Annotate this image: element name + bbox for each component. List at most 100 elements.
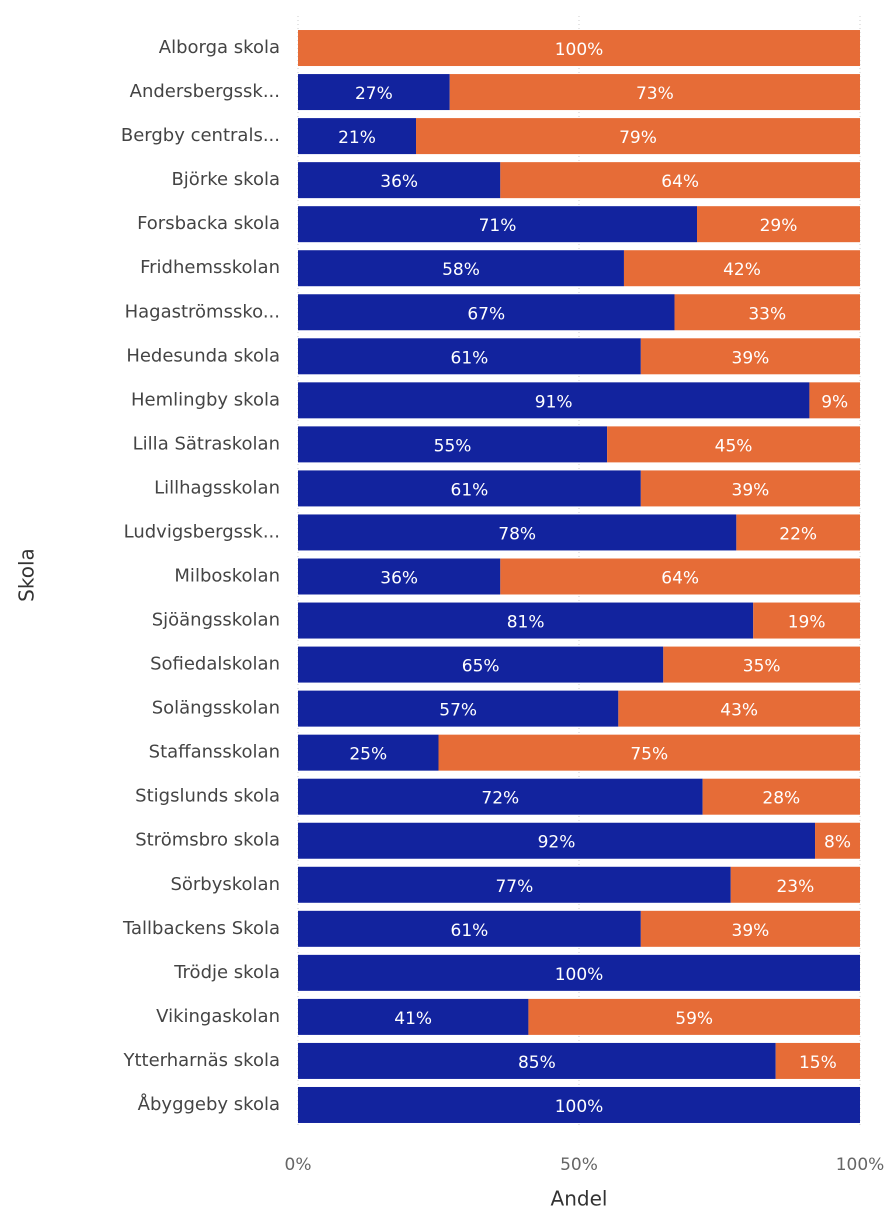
bar-segment <box>416 118 860 155</box>
bar-segment <box>298 426 608 463</box>
bar-segment <box>298 74 450 111</box>
data-label: 55% <box>434 436 472 456</box>
bar-segment <box>298 338 641 375</box>
y-tick-label: Sjöängsskolan <box>152 610 280 631</box>
data-label: 85% <box>518 1053 556 1073</box>
bar-segment <box>298 910 641 947</box>
bar-segment <box>618 690 860 727</box>
data-label: 28% <box>762 789 800 809</box>
bar-segment <box>298 954 860 991</box>
data-label: 100% <box>555 1097 604 1117</box>
bar-segment <box>298 294 675 331</box>
data-label: 36% <box>380 172 418 192</box>
bar-segment <box>663 646 860 683</box>
data-label: 73% <box>636 84 674 104</box>
data-label: 72% <box>481 789 519 809</box>
data-label: 39% <box>732 480 770 500</box>
y-tick-label: Fridhemsskolan <box>140 257 280 278</box>
data-label: 57% <box>439 701 477 721</box>
bar-segment <box>298 646 664 683</box>
y-tick-label: Solängsskolan <box>152 698 280 719</box>
data-label: 59% <box>675 1009 713 1029</box>
bar-segment <box>298 250 624 287</box>
bar-segment <box>298 734 439 771</box>
bar-segment <box>298 1042 776 1079</box>
bar-segment <box>298 162 501 199</box>
data-label: 61% <box>451 348 489 368</box>
data-label: 78% <box>498 524 536 544</box>
data-label: 22% <box>779 524 817 544</box>
x-tick-label: 0% <box>285 1155 312 1175</box>
data-label: 27% <box>355 84 393 104</box>
data-label: 64% <box>661 172 699 192</box>
bar-segment <box>298 30 860 67</box>
data-label: 71% <box>479 216 517 236</box>
data-label: 75% <box>630 745 668 765</box>
data-label: 64% <box>661 569 699 589</box>
y-tick-label: Hemlingby skola <box>131 389 280 410</box>
data-label: 79% <box>619 128 657 148</box>
data-label: 21% <box>338 128 376 148</box>
bar-segment <box>298 206 698 243</box>
y-tick-label: Åbyggeby skola <box>138 1093 280 1115</box>
bar-segment <box>500 558 860 595</box>
bar-segment <box>607 426 860 463</box>
data-label: 15% <box>799 1053 837 1073</box>
data-label: 36% <box>380 569 418 589</box>
bar-segment <box>730 866 860 903</box>
bar-segment <box>775 1042 860 1079</box>
bar-segment <box>500 162 860 199</box>
y-tick-label: Alborga skola <box>159 37 280 58</box>
bar-segment <box>298 602 754 639</box>
y-tick-label: Vikingaskolan <box>156 1006 280 1027</box>
y-tick-label: Tallbackens Skola <box>122 918 280 939</box>
data-label: 23% <box>776 877 814 897</box>
data-label: 100% <box>555 40 604 60</box>
bar-segment <box>697 206 860 243</box>
data-label: 25% <box>349 745 387 765</box>
bar-segment <box>528 998 860 1035</box>
bar-segment <box>298 470 641 507</box>
data-label: 65% <box>462 657 500 677</box>
y-tick-label: Staffansskolan <box>149 742 280 763</box>
bar-segment <box>674 294 860 331</box>
bar-segment <box>438 734 860 771</box>
y-tick-label: Lilla Sätraskolan <box>133 433 280 454</box>
data-label: 77% <box>495 877 533 897</box>
x-tick-label: 100% <box>836 1155 885 1175</box>
data-label: 67% <box>467 304 505 324</box>
data-label: 19% <box>788 613 826 633</box>
data-label: 35% <box>743 657 781 677</box>
y-tick-label: Ludvigsbergssk... <box>124 521 280 542</box>
bar-segment <box>640 910 860 947</box>
bar-segment <box>702 778 860 815</box>
data-label: 29% <box>760 216 798 236</box>
bar-segment <box>449 74 860 111</box>
bar-segment <box>736 514 860 551</box>
data-label: 9% <box>821 392 848 412</box>
bar-segment <box>298 1086 860 1123</box>
data-label: 39% <box>732 921 770 941</box>
y-tick-label: Ytterharnäs skola <box>122 1050 280 1071</box>
x-tick-label: 50% <box>560 1155 598 1175</box>
bar-segment <box>298 118 417 155</box>
y-axis-title: Skola <box>15 548 39 602</box>
data-label: 45% <box>715 436 753 456</box>
data-label: 39% <box>732 348 770 368</box>
bar-segment <box>815 822 860 859</box>
y-tick-label: Hagaströmssko... <box>125 301 280 322</box>
bar-segment <box>298 822 816 859</box>
y-tick-label: Sörbyskolan <box>170 874 280 895</box>
bar-segment <box>623 250 860 287</box>
bar-segment <box>298 866 731 903</box>
bar-segment <box>298 558 501 595</box>
data-label: 43% <box>720 701 758 721</box>
data-label: 58% <box>442 260 480 280</box>
data-label: 61% <box>451 480 489 500</box>
y-tick-label: Hedesunda skola <box>126 345 280 366</box>
bar-segment <box>298 514 737 551</box>
bar-segment <box>298 998 529 1035</box>
bar-segment <box>809 382 860 419</box>
data-label: 42% <box>723 260 761 280</box>
data-label: 92% <box>538 833 576 853</box>
